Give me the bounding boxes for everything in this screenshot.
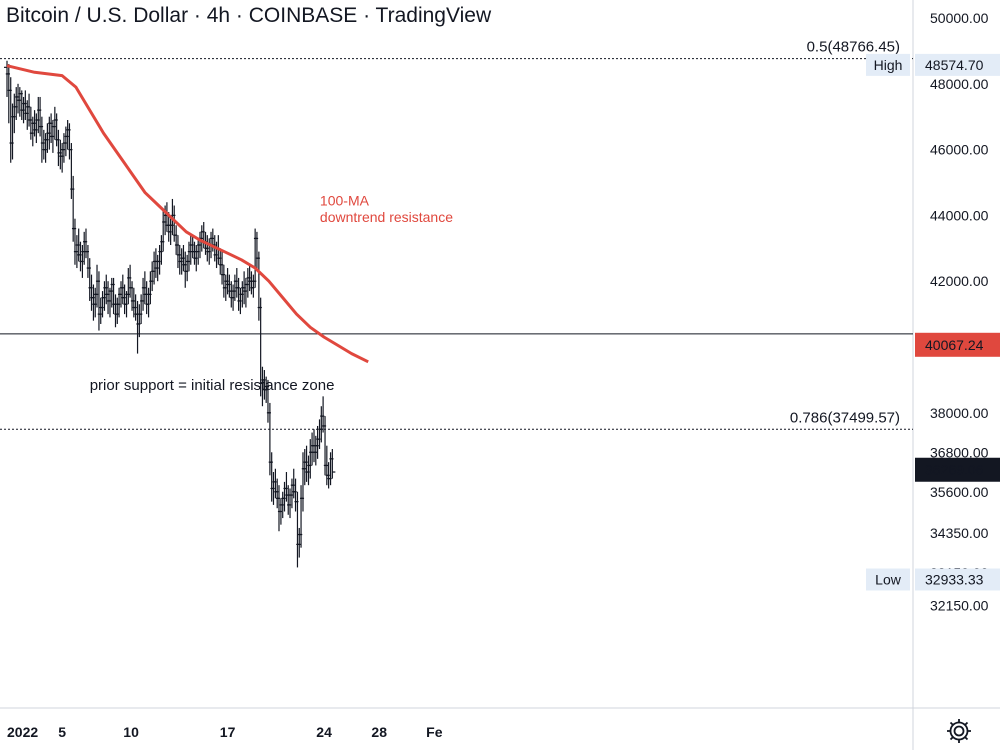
chart-title: Bitcoin / U.S. Dollar · 4h · COINBASE · …: [6, 4, 492, 27]
y-tick-label: 38000.00: [930, 405, 989, 421]
high-tag-value: 48574.70: [925, 57, 984, 73]
last-price-tag: 36269.06: [925, 462, 984, 478]
low-tag-value-bg: [915, 568, 1000, 591]
low-tag-label: Low: [875, 571, 902, 587]
y-tick-label: 32150.00: [930, 597, 989, 613]
y-tick-label: 35600.00: [930, 484, 989, 500]
gear-icon[interactable]: [944, 716, 974, 746]
high-tag-label: High: [874, 57, 903, 73]
high-tag-label-bg: [866, 53, 910, 76]
annotation: downtrend resistance: [320, 209, 453, 225]
y-tick-label: 48000.00: [930, 76, 989, 92]
annotation: prior support = initial resistance zone: [90, 377, 335, 394]
resistance-price-tag: 40067.24: [925, 337, 984, 353]
annotation: 100-MA: [320, 193, 370, 209]
x-tick-label: 5: [58, 724, 66, 740]
low-tag-label-bg: [866, 568, 910, 591]
y-tick-label: 46000.00: [930, 142, 989, 158]
y-tick-label: 44000.00: [930, 207, 989, 223]
x-tick-label: 17: [220, 724, 236, 740]
resistance-price-tag-bg: [915, 332, 1000, 357]
high-tag-value-bg: [915, 53, 1000, 76]
last-price-tag-bg: [915, 457, 1000, 482]
y-tick-label: 50000.00: [930, 10, 989, 26]
ma-line: [6, 64, 369, 364]
y-tick-label: 34350.00: [930, 525, 989, 541]
x-tick-label: 2022: [7, 724, 38, 740]
ohlc-bar: [329, 448, 336, 479]
level-label: 0.786(37499.57): [790, 409, 900, 426]
level-label: 0.5(48766.45): [807, 39, 900, 56]
low-tag-value: 32933.33: [925, 571, 984, 587]
x-tick-label: 10: [123, 724, 139, 740]
x-tick-label: 28: [371, 724, 387, 740]
x-tick-label: Fe: [426, 724, 443, 740]
y-tick-label: 36800.00: [930, 444, 989, 460]
x-tick-label: 24: [316, 724, 332, 740]
y-tick-label: 42000.00: [930, 273, 989, 289]
